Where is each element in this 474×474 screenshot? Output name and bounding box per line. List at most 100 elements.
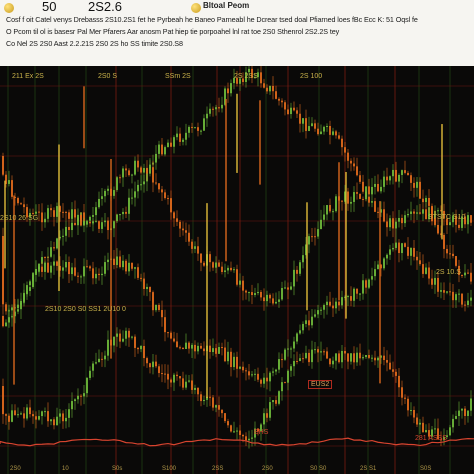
- candle: [182, 228, 184, 231]
- candle: [218, 405, 220, 410]
- candle: [377, 183, 379, 192]
- candle: [200, 253, 202, 263]
- price-marker[interactable]: EUS2: [308, 380, 333, 389]
- candle: [203, 262, 205, 266]
- candle: [287, 287, 289, 290]
- candle: [395, 371, 397, 376]
- candle: [152, 292, 154, 311]
- chart-label: 2S10 26 SG: [0, 215, 39, 222]
- candle: [341, 200, 343, 202]
- candle: [341, 350, 343, 363]
- candle: [299, 113, 301, 124]
- candle: [128, 330, 130, 338]
- candle: [86, 221, 88, 225]
- candle: [404, 243, 406, 247]
- candle: [374, 269, 376, 277]
- candle: [383, 209, 385, 222]
- candle: [152, 167, 154, 183]
- candle: [317, 310, 319, 315]
- candle: [83, 393, 85, 397]
- candle: [305, 118, 307, 131]
- candle: [143, 168, 145, 173]
- candle: [308, 236, 310, 245]
- candle: [230, 425, 232, 432]
- candle: [392, 247, 394, 250]
- chart-label: BHS: [254, 429, 269, 436]
- candle: [410, 211, 412, 214]
- candle: [149, 363, 151, 368]
- axis-tick-label: S100: [162, 466, 177, 472]
- candle: [176, 374, 178, 377]
- candle: [434, 277, 436, 285]
- candle: [332, 131, 334, 135]
- candle: [236, 430, 238, 432]
- candle: [44, 262, 46, 272]
- candle: [194, 387, 196, 390]
- candle: [290, 107, 292, 115]
- candle: [371, 201, 373, 203]
- candle: [356, 352, 358, 363]
- candle: [413, 410, 415, 418]
- candle: [407, 398, 409, 411]
- candle: [182, 139, 184, 142]
- candle: [389, 218, 391, 228]
- candle: [335, 301, 337, 309]
- candle: [173, 212, 175, 219]
- candle: [449, 291, 451, 293]
- candle: [149, 286, 151, 293]
- candle: [266, 413, 268, 418]
- candle: [368, 354, 370, 358]
- candle: [17, 309, 19, 312]
- axis-tick-label: 2S S1: [360, 466, 377, 472]
- candle: [122, 338, 124, 342]
- candle: [197, 127, 199, 131]
- candle: [467, 272, 469, 274]
- candle: [464, 408, 466, 416]
- candle: [308, 320, 310, 326]
- candle: [434, 217, 436, 225]
- candle: [362, 357, 364, 359]
- candle: [107, 220, 109, 231]
- candle: [284, 287, 286, 289]
- candle: [344, 296, 346, 298]
- candle: [92, 215, 94, 217]
- candle: [302, 358, 304, 360]
- candle: [26, 207, 28, 218]
- candle: [284, 349, 286, 360]
- candle: [383, 176, 385, 187]
- candle: [296, 361, 298, 363]
- candle: [107, 259, 109, 263]
- candle: [401, 243, 403, 254]
- candle: [233, 77, 235, 84]
- candle: [260, 291, 262, 298]
- candle: [161, 373, 163, 375]
- candle: [212, 262, 214, 268]
- candle: [347, 296, 349, 298]
- candle: [245, 290, 247, 293]
- chart-label: 2S0 S: [98, 73, 118, 80]
- candle: [248, 438, 250, 441]
- candle: [419, 181, 421, 199]
- candle: [206, 113, 208, 119]
- candle: [302, 323, 304, 331]
- candle: [365, 186, 367, 200]
- candle: [281, 100, 283, 103]
- candle: [227, 421, 229, 426]
- candle: [257, 291, 259, 294]
- candle: [431, 429, 433, 437]
- chart-label: SSm 2S: [165, 73, 191, 80]
- candle: [53, 419, 55, 426]
- candle: [125, 211, 127, 214]
- candle: [200, 345, 202, 349]
- candle: [5, 322, 7, 327]
- candle: [428, 267, 430, 279]
- candlestick-chart[interactable]: 211 Ex 2S 2S0 S SSm 2S 2S 2SS 2S 100 2S1…: [0, 66, 474, 474]
- candle: [11, 307, 13, 311]
- candle: [404, 170, 406, 173]
- candle: [203, 348, 205, 352]
- candle: [317, 128, 319, 135]
- candle: [2, 236, 4, 305]
- candle: [446, 218, 448, 226]
- candle: [50, 208, 52, 211]
- candle: [113, 190, 115, 196]
